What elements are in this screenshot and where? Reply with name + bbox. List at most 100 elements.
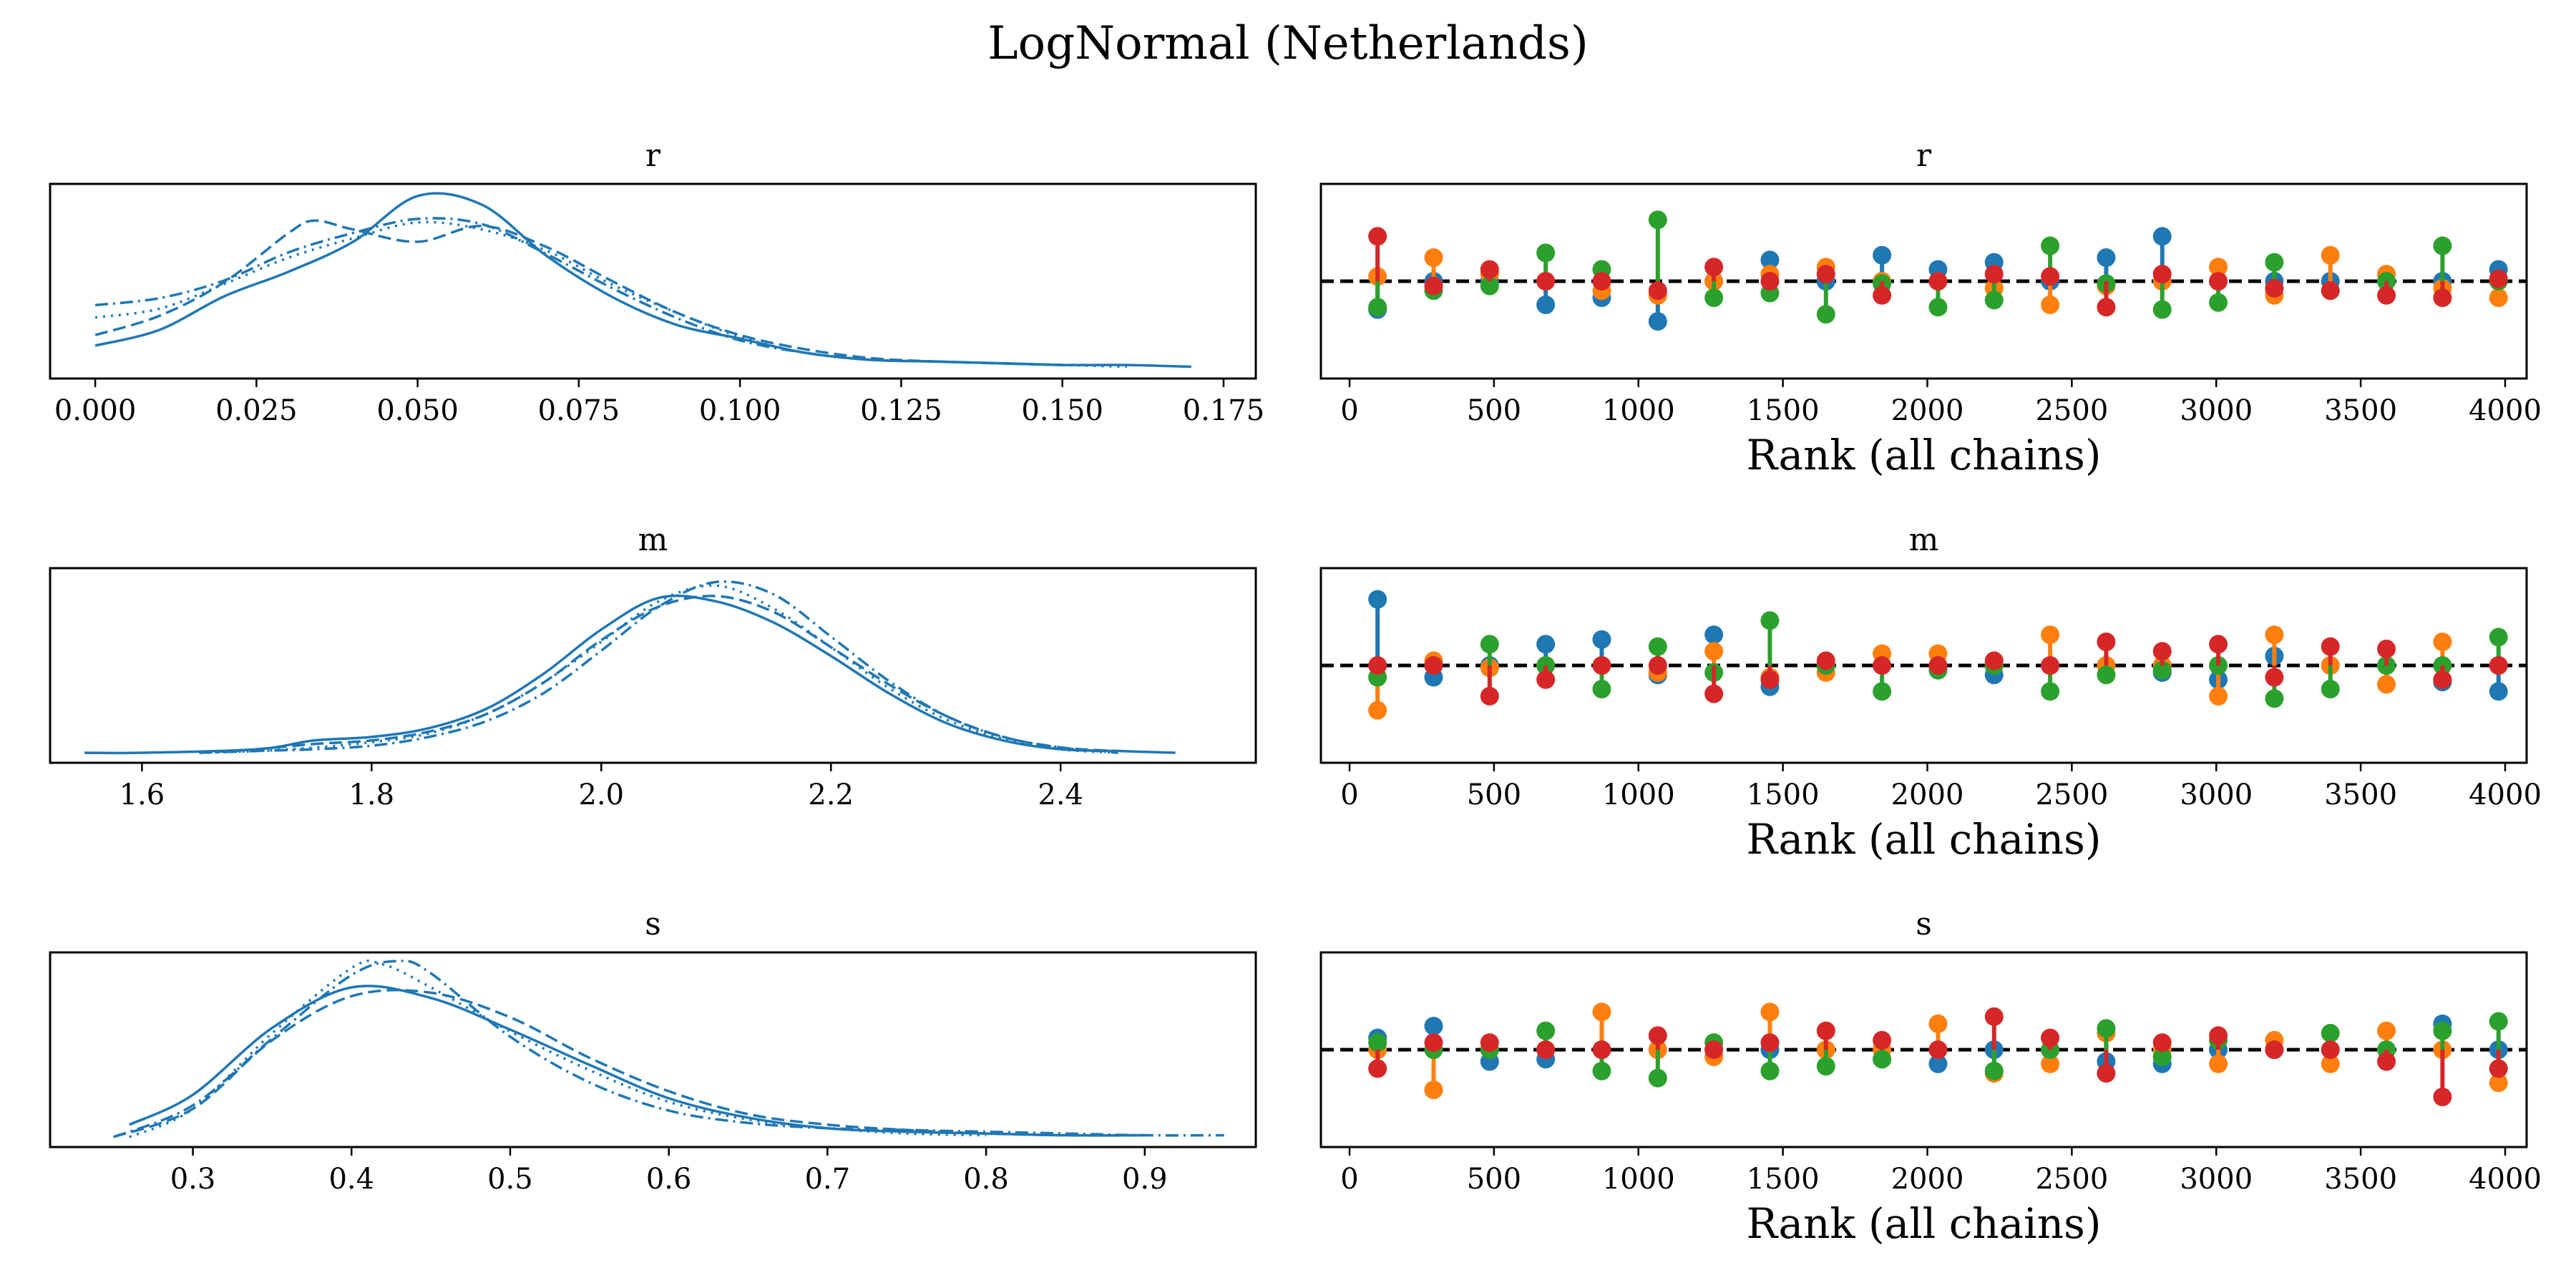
- axes-frame: [1319, 182, 2528, 380]
- x-tick-label: 2.0: [578, 779, 624, 811]
- panel-title: r: [645, 137, 661, 174]
- rank-marker-chain-3: [2209, 635, 2228, 654]
- rank-marker-chain-0: [1873, 245, 1892, 265]
- panel-title: s: [1916, 906, 1932, 942]
- rank-marker-chain-1: [2433, 633, 2452, 651]
- panel-title: m: [1909, 522, 1939, 558]
- rank-marker-chain-3: [1536, 670, 1556, 689]
- rank-marker-chain-1: [1424, 248, 1443, 267]
- rank-marker-chain-3: [2041, 267, 2060, 286]
- rank-marker-chain-2: [1648, 637, 1667, 656]
- rank-marker-chain-3: [1928, 1040, 1948, 1059]
- x-tick-label: 4000: [2469, 394, 2542, 427]
- rank-marker-chain-3: [1536, 1040, 1556, 1059]
- rank-marker-chain-2: [1816, 1057, 1835, 1076]
- rank-marker-chain-2: [2209, 293, 2228, 312]
- rank-marker-chain-3: [2489, 656, 2508, 675]
- rank-marker-chain-0: [1760, 250, 1780, 270]
- x-tick-label: 0.6: [646, 1163, 692, 1196]
- rank-marker-chain-0: [2152, 227, 2172, 246]
- rank-marker-chain-1: [2265, 625, 2284, 645]
- rank-marker-chain-1: [2209, 1054, 2228, 1073]
- rank-marker-chain-0: [1536, 296, 1556, 314]
- rank-marker-chain-1: [2321, 245, 2340, 265]
- rank-marker-chain-3: [1816, 265, 1835, 284]
- rank-marker-chain-1: [1928, 1014, 1948, 1033]
- kde-panel-m: m 1.6 1.8 2.0 2.2 2.4: [49, 522, 1257, 811]
- kde-line-chain-1: [94, 219, 1063, 366]
- rank-marker-chain-3: [1424, 276, 1443, 296]
- rank-marker-chain-3: [2097, 298, 2116, 317]
- panels: r 0.000 0.025 0.050 0.075 0.100 0.125 0.150 0.17…: [49, 137, 2542, 1248]
- rank-marker-chain-0: [2489, 682, 2508, 701]
- x-tick-label: 1.6: [119, 779, 165, 811]
- rank-marker-chain-0: [1424, 1017, 1443, 1035]
- rank-marker-chain-1: [1592, 1002, 1611, 1022]
- rank-marker-chain-0: [1536, 635, 1556, 654]
- rank-marker-chain-3: [2321, 281, 2340, 301]
- kde-line-chain-0: [94, 192, 1191, 369]
- x-tick-label: 3000: [2180, 1163, 2253, 1196]
- rank-marker-chain-3: [1648, 1026, 1667, 1045]
- kde-panel-r: r 0.000 0.025 0.050 0.075 0.100 0.125 0.150 0.17…: [49, 137, 1265, 427]
- rank-marker-chain-0: [1592, 630, 1611, 649]
- x-tick-label: 1500: [1747, 779, 1820, 811]
- x-tick-label: 1.8: [349, 779, 395, 811]
- x-tick-label: 3500: [2324, 1163, 2397, 1196]
- rank-marker-chain-3: [1760, 670, 1780, 689]
- x-tick-label: 0.150: [1021, 394, 1103, 427]
- x-tick-label: 2000: [1891, 394, 1964, 427]
- rank-marker-chain-1: [2377, 675, 2396, 694]
- x-tick-label: 0.050: [376, 394, 459, 427]
- rank-marker-chain-3: [1424, 656, 1443, 675]
- rank-marker-chain-2: [1648, 210, 1667, 230]
- rank-marker-chain-2: [1368, 298, 1387, 317]
- rank-marker-chain-2: [1816, 305, 1835, 324]
- kde-line-chain-0: [84, 594, 1176, 755]
- axes-frame: [1319, 567, 2528, 764]
- rank-marker-chain-2: [1648, 1068, 1667, 1088]
- rank-marker-chain-3: [1704, 1040, 1724, 1059]
- rank-marker-chain-3: [2265, 668, 2284, 687]
- rank-marker-chain-3: [1816, 651, 1835, 670]
- kde-line-chain-3: [94, 217, 1063, 366]
- x-tick-label: 2000: [1891, 779, 1964, 811]
- kde-line-chain-3: [199, 580, 1118, 754]
- rank-marker-chain-2: [1480, 635, 1499, 654]
- rank-marker-chain-1: [2041, 296, 2060, 314]
- kde-line-chain-2: [94, 220, 1127, 369]
- rank-marker-chain-1: [1424, 1080, 1443, 1100]
- x-tick-label: 2500: [2035, 779, 2108, 811]
- kde-panel-s: s 0.3 0.4 0.5 0.6 0.7 0.8 0.9: [49, 906, 1257, 1196]
- rank-panel-s: s 0 500 1000 1500 2000 2500 3000 3500 4000 Rank (a…: [1319, 906, 2542, 1248]
- rank-marker-chain-2: [2321, 680, 2340, 698]
- x-tick-label: 0.175: [1183, 394, 1265, 427]
- rank-marker-chain-1: [2209, 686, 2228, 706]
- rank-marker-chain-0: [2097, 248, 2116, 267]
- kde-line-chain-0: [129, 985, 1145, 1137]
- axes-frame: [49, 951, 1257, 1148]
- rank-marker-chain-3: [1928, 272, 1948, 291]
- rank-marker-chain-3: [1648, 656, 1667, 675]
- rank-marker-chain-1: [2489, 288, 2508, 308]
- rank-marker-chain-2: [1704, 288, 1724, 308]
- rank-marker-chain-3: [1873, 656, 1892, 675]
- x-tick-label: 1000: [1602, 394, 1675, 427]
- x-tick-label: 1500: [1747, 1163, 1820, 1196]
- x-tick-label: 0: [1340, 1163, 1358, 1196]
- axes-frame: [49, 182, 1257, 380]
- rank-marker-chain-3: [2433, 670, 2452, 689]
- panel-title: r: [1916, 137, 1932, 174]
- rank-marker-chain-3: [2152, 642, 2172, 661]
- rank-marker-chain-0: [1928, 1054, 1948, 1073]
- x-tick-label: 0.8: [963, 1163, 1009, 1196]
- rank-marker-chain-1: [2377, 1021, 2396, 1040]
- rank-marker-chain-2: [1368, 1033, 1387, 1053]
- axes-frame: [49, 567, 1257, 764]
- rank-marker-chain-2: [2041, 236, 2060, 255]
- x-tick-label: 0.9: [1122, 1163, 1168, 1196]
- x-tick-label: 1000: [1602, 1163, 1675, 1196]
- rank-marker-chain-1: [1368, 701, 1387, 720]
- x-tick-label: 2500: [2035, 1163, 2108, 1196]
